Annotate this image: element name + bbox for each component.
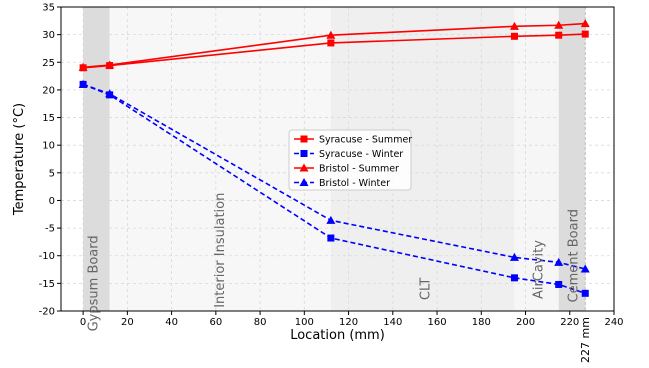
region-label: Cement Board [567, 209, 582, 302]
data-point-1-2 [327, 234, 335, 242]
legend-label: Syracuse - Summer [319, 135, 412, 146]
data-point-2-5 [580, 19, 590, 28]
series-line-3 [82, 83, 586, 270]
series-line-2 [83, 22, 586, 69]
y-tick-label: 10 [42, 141, 55, 152]
legend-marker-3 [299, 178, 309, 186]
region-label: Gypsum Board [87, 235, 102, 331]
x-tick-label: 180 [472, 317, 491, 328]
y-tick-label: 20 [42, 85, 55, 96]
x-tick-label: 0 [80, 317, 86, 328]
region-band-0 [83, 7, 110, 311]
region-labels: Gypsum Board Interior Insulation CLT AirCav… [87, 193, 582, 332]
legend-label: Bristol - Summer [319, 164, 399, 175]
axis-ticks: 0 20 40 60 80 100 120 140 160 180 200 220 240-20-15-… [39, 3, 624, 329]
x-tick-label: 240 [604, 317, 623, 328]
data-point-1-3 [510, 274, 518, 282]
data-point-0-3 [510, 32, 518, 40]
y-tick-label: -20 [39, 307, 55, 318]
y-tick-label: 25 [42, 58, 55, 69]
y-tick-label: 30 [42, 30, 55, 41]
data-point-3-1 [105, 89, 115, 98]
legend-box [288, 129, 412, 191]
x-tick-label: 80 [254, 317, 267, 328]
x-tick-label: 220 [560, 317, 579, 328]
data-point-2-4 [554, 20, 564, 29]
data-point-3-5 [580, 264, 590, 273]
data-point-0-5 [581, 30, 589, 38]
data-point-2-2 [326, 30, 336, 39]
data-point-3-3 [509, 252, 519, 261]
plot-frame [60, 6, 615, 312]
data-point-2-3 [509, 21, 519, 30]
region-label: CLT [418, 278, 433, 301]
x-tick-label: 120 [339, 317, 358, 328]
legend-marker-1 [300, 150, 308, 157]
x-tick-label: 20 [121, 317, 134, 328]
y-tick-label: -5 [45, 224, 55, 235]
x-tick-label: 100 [295, 317, 314, 328]
data-point-3-4 [554, 257, 564, 266]
data-point-0-4 [555, 31, 563, 39]
legend: Syracuse - Summer Syracuse - Winter Bristo… [288, 129, 412, 191]
y-tick-label: 35 [42, 3, 55, 14]
series-line-1 [82, 83, 586, 295]
data-point-3-0 [78, 79, 88, 88]
region-label: Interior Insulation [213, 193, 228, 308]
data-point-0-2 [327, 39, 335, 47]
y-tick-label: 15 [42, 113, 55, 124]
data-point-1-5 [581, 289, 589, 297]
dimension-label: 227 mm [579, 317, 592, 363]
legend-marker-0 [300, 135, 308, 143]
legend-label: Bristol - Winter [319, 178, 390, 189]
legend-label: Syracuse - Winter [319, 149, 403, 160]
x-tick-label: 140 [383, 317, 402, 328]
x-tick-label: 160 [427, 317, 446, 328]
x-axis-title: Location (mm) [290, 328, 385, 343]
y-tick-label: -15 [39, 279, 55, 290]
legend-marker-2 [299, 163, 309, 172]
data-point-3-2 [326, 215, 336, 224]
series-lines [82, 22, 586, 295]
data-point-2-0 [78, 62, 88, 71]
region-band-4 [558, 7, 586, 311]
region-label: AirCavity [531, 240, 546, 299]
y-tick-label: 5 [49, 168, 55, 179]
y-axis-title: Temperature (°C) [12, 103, 27, 216]
series-markers [78, 19, 590, 297]
x-tick-label: 200 [516, 317, 535, 328]
x-tick-label: 40 [165, 317, 178, 328]
y-tick-label: 0 [49, 196, 55, 207]
y-tick-label: -10 [39, 251, 55, 262]
data-point-2-1 [105, 60, 115, 69]
data-point-1-4 [555, 280, 563, 288]
x-tick-label: 60 [209, 317, 222, 328]
